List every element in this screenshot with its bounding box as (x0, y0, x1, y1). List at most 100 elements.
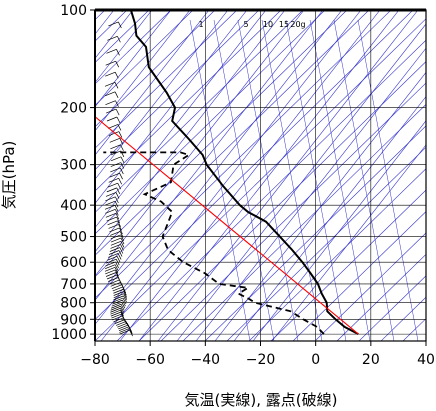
isotherm-line (95, 10, 238, 149)
wind-barb (107, 220, 118, 226)
isotherm-line (95, 10, 282, 192)
wind-barb-flag (120, 234, 125, 241)
wind-barb (113, 291, 124, 296)
wind-barb (110, 231, 121, 236)
wind-barb (108, 177, 119, 183)
wind-barb (110, 162, 121, 167)
pressure-gridlines (95, 9, 426, 341)
wind-barb (104, 204, 116, 210)
x-tick-label: −40 (191, 352, 221, 368)
wind-barb-flag (120, 304, 125, 311)
wind-barb (110, 237, 122, 243)
wind-barb (108, 131, 120, 136)
wind-barb-flag (114, 267, 119, 274)
wind-barb-flag (114, 91, 119, 98)
wind-barb (110, 156, 122, 162)
wind-barb-flag (120, 311, 125, 319)
mixing-ratio-label: 10 (263, 20, 273, 29)
wind-barb-flag (120, 162, 125, 169)
x-axis-ticks: −80 −60 −40 −20 0 20 40 (80, 341, 435, 368)
wind-barb-flag (117, 36, 121, 43)
isotherm-line (95, 10, 216, 128)
adiabat-line (95, 10, 229, 180)
mixing-ratio-label: 20g (290, 20, 305, 29)
isotherm-line (292, 211, 426, 341)
wind-barb (111, 284, 122, 289)
profile-series (95, 10, 359, 335)
isotherm-line (314, 232, 426, 341)
wind-barb (114, 319, 125, 324)
wind-barb (118, 326, 130, 332)
wind-barb (107, 35, 118, 41)
wind-barb (106, 258, 117, 264)
isotherm-line (336, 253, 426, 341)
wind-barb (105, 261, 116, 267)
wind-barb (119, 329, 130, 335)
wind-barb (110, 309, 121, 315)
wind-barb-flag (118, 178, 123, 185)
dewpoint-line (103, 151, 325, 335)
y-tick-label: 800 (60, 296, 87, 312)
x-tick-label: 20 (362, 352, 380, 368)
isotherm-line (95, 10, 194, 106)
wind-barb (110, 144, 121, 150)
wind-barb-flag (115, 259, 120, 266)
y-tick-label: 1000 (51, 327, 87, 343)
x-axis-label: 気温(実線), 露点(破線) (185, 391, 338, 409)
wind-barb-flag (117, 124, 122, 131)
wind-barb (115, 321, 127, 326)
wind-barb (110, 281, 121, 287)
adiabat-line (95, 10, 191, 132)
wind-barb (107, 124, 119, 129)
isotherm-line (270, 189, 426, 341)
isotherm-line (95, 10, 260, 171)
wind-barb (110, 244, 121, 249)
wind-barb (113, 293, 124, 299)
adiabat-line (157, 10, 419, 341)
wind-barb (106, 216, 117, 222)
adiabat-line (195, 47, 426, 341)
wind-barb (106, 274, 118, 280)
wind-barb-flag (116, 216, 120, 224)
adiabat-line (233, 96, 426, 341)
adiabat-line (176, 23, 426, 341)
wind-barb (110, 303, 122, 309)
wind-barb (109, 279, 120, 285)
wind-barb (108, 250, 120, 255)
wind-barb-flag (115, 61, 120, 68)
wind-barb-flag (115, 272, 120, 279)
wind-barb (110, 311, 121, 317)
adiabat-line (95, 10, 324, 301)
wind-barb-flag (120, 241, 125, 248)
wind-barb-flag (118, 131, 123, 138)
wind-barb-flag (119, 247, 124, 254)
isotherm-line (95, 10, 348, 256)
temperature-line (129, 10, 359, 335)
mixing-ratio-label: 5 (243, 20, 248, 29)
adiabat-line (95, 10, 286, 253)
wind-barb-flag (117, 182, 122, 190)
wind-barb (119, 328, 130, 333)
wind-barb-flag (115, 261, 119, 269)
wind-barb (112, 315, 123, 321)
wind-barb-flag (123, 289, 127, 296)
isotherm-line (248, 168, 426, 341)
wind-barb (118, 324, 129, 330)
isotherm-line (226, 146, 426, 341)
isotherm-line (95, 10, 172, 85)
mixing-ratio-line (285, 19, 347, 341)
adiabat-line (95, 10, 210, 156)
y-axis-label: 気圧(hPa) (0, 141, 18, 210)
wind-barb (108, 224, 119, 229)
wind-barb-flag (121, 302, 126, 309)
wind-barb (105, 209, 116, 214)
adiabat-line (95, 10, 172, 108)
x-tick-label: 40 (417, 352, 435, 368)
adiabat-line (252, 120, 426, 341)
isotherm-line (402, 318, 426, 341)
isotherm-line (160, 82, 426, 341)
wind-barb (105, 100, 116, 106)
adiabat-line (95, 10, 267, 229)
wind-barb-flag (115, 213, 120, 220)
